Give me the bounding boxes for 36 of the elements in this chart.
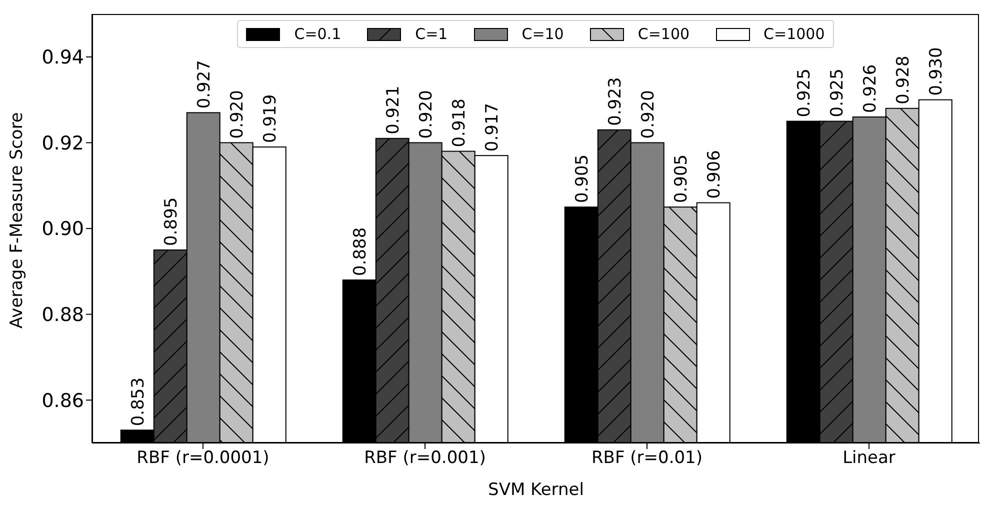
- y-tick-label: 0.88: [42, 304, 84, 326]
- data-label: 0.918: [449, 98, 470, 148]
- x-tick-label: RBF (r=0.0001): [136, 448, 270, 468]
- data-label: 0.905: [572, 154, 592, 204]
- y-axis-title: Average F-Measure Score: [7, 112, 28, 328]
- legend-label: C=1: [415, 25, 448, 43]
- data-label: 0.923: [605, 77, 626, 126]
- data-label: 0.926: [860, 64, 880, 113]
- data-label: 0.888: [350, 227, 370, 276]
- y-tick-label: 0.92: [42, 132, 84, 154]
- data-label: 0.917: [482, 102, 502, 152]
- y-tick-label: 0.90: [42, 218, 84, 240]
- data-label: 0.905: [671, 154, 692, 204]
- data-label: 0.920: [416, 90, 436, 139]
- x-tick-label: Linear: [842, 448, 896, 468]
- x-tick-label: RBF (r=0.001): [364, 448, 486, 468]
- y-tick-label: 0.94: [42, 46, 84, 69]
- data-label: 0.895: [161, 197, 182, 246]
- x-tick-label: RBF (r=0.01): [591, 448, 703, 468]
- legend-label: C=1000: [764, 25, 825, 43]
- data-label: 0.925: [794, 68, 814, 118]
- data-label: 0.906: [704, 150, 724, 199]
- y-tick-label: 0.86: [42, 390, 84, 412]
- data-label: 0.921: [383, 86, 404, 134]
- data-label: 0.930: [926, 47, 946, 96]
- data-label: 0.928: [893, 56, 914, 104]
- legend-label: C=10: [522, 25, 564, 43]
- data-label: 0.920: [638, 90, 658, 139]
- data-label: 0.920: [227, 90, 248, 139]
- legend-label: C=100: [638, 25, 690, 43]
- legend-label: C=0.1: [294, 25, 342, 43]
- data-label: 0.853: [128, 377, 148, 426]
- x-axis-title: SVM Kernel: [488, 480, 584, 500]
- data-label: 0.919: [260, 94, 280, 143]
- data-label: 0.925: [827, 68, 848, 118]
- data-label: 0.927: [194, 60, 214, 109]
